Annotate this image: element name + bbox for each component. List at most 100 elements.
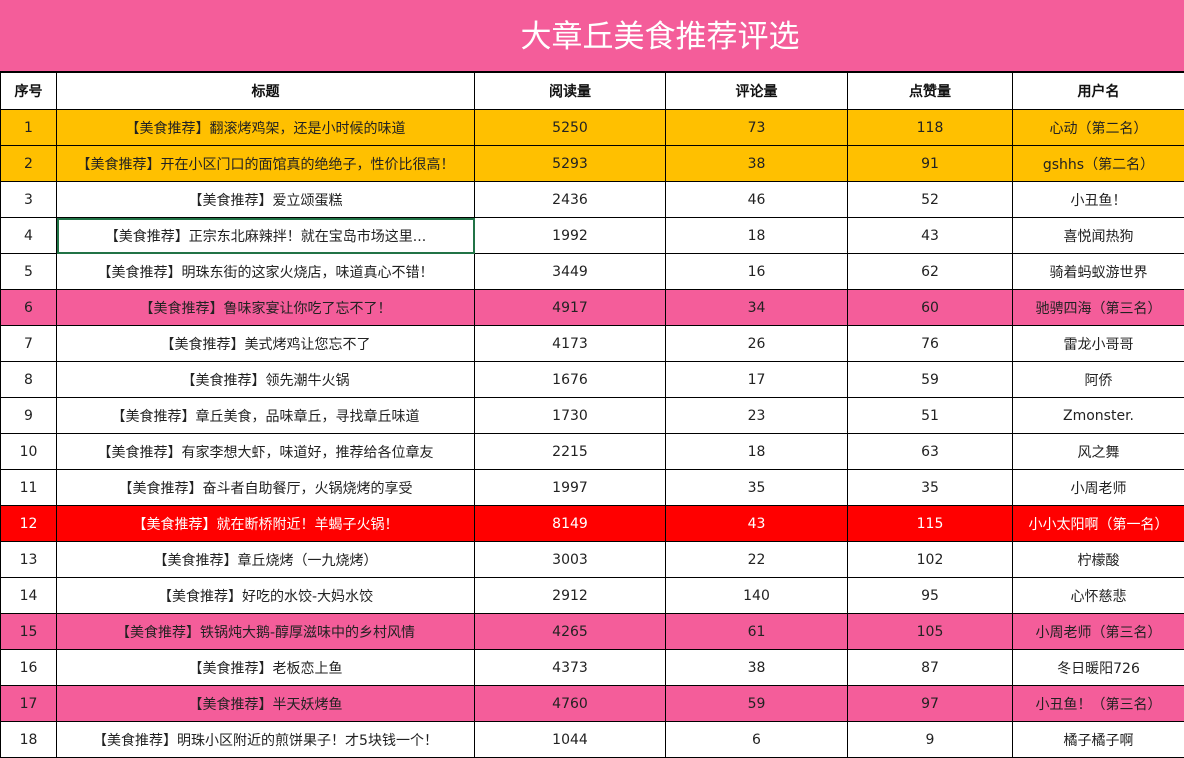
title-banner[interactable]: 大章丘美食推荐评选	[0, 0, 1184, 72]
cell-user[interactable]: 喜悦闻热狗	[1012, 217, 1184, 254]
cell-user[interactable]: 冬日暖阳726	[1012, 649, 1184, 686]
cell-reads[interactable]: 3449	[474, 253, 666, 290]
cell-likes[interactable]: 95	[847, 577, 1013, 614]
header-cell-comments[interactable]: 评论量	[665, 72, 848, 110]
cell-reads[interactable]: 2912	[474, 577, 666, 614]
cell-user[interactable]: 阿侨	[1012, 361, 1184, 398]
cell-no[interactable]: 18	[0, 721, 57, 758]
cell-title[interactable]: 【美食推荐】章丘美食，品味章丘，寻找章丘味道	[56, 397, 475, 434]
cell-no[interactable]: 12	[0, 505, 57, 542]
cell-title[interactable]: 【美食推荐】明珠小区附近的煎饼果子！才5块钱一个！	[56, 721, 475, 758]
cell-title[interactable]: 【美食推荐】开在小区门口的面馆真的绝绝子，性价比很高！	[56, 145, 475, 182]
cell-no[interactable]: 9	[0, 397, 57, 434]
header-cell-reads[interactable]: 阅读量	[474, 72, 666, 110]
cell-likes[interactable]: 102	[847, 541, 1013, 578]
cell-reads[interactable]: 5293	[474, 145, 666, 182]
cell-comments[interactable]: 17	[665, 361, 848, 398]
cell-comments[interactable]: 18	[665, 433, 848, 470]
cell-no[interactable]: 3	[0, 181, 57, 218]
cell-reads[interactable]: 4917	[474, 289, 666, 326]
cell-comments[interactable]: 43	[665, 505, 848, 542]
cell-reads[interactable]: 4760	[474, 685, 666, 722]
cell-likes[interactable]: 115	[847, 505, 1013, 542]
cell-likes[interactable]: 52	[847, 181, 1013, 218]
cell-no[interactable]: 15	[0, 613, 57, 650]
cell-user[interactable]: gshhs（第二名）	[1012, 145, 1184, 182]
cell-likes[interactable]: 62	[847, 253, 1013, 290]
cell-comments[interactable]: 16	[665, 253, 848, 290]
cell-reads[interactable]: 1676	[474, 361, 666, 398]
cell-comments[interactable]: 35	[665, 469, 848, 506]
cell-no[interactable]: 8	[0, 361, 57, 398]
cell-no[interactable]: 16	[0, 649, 57, 686]
cell-user[interactable]: 驰骋四海（第三名）	[1012, 289, 1184, 326]
cell-title[interactable]: 【美食推荐】铁锅炖大鹅-醇厚滋味中的乡村风情	[56, 613, 475, 650]
cell-title[interactable]: 【美食推荐】有家李想大虾，味道好，推荐给各位章友	[56, 433, 475, 470]
cell-title[interactable]: 【美食推荐】正宗东北麻辣拌！就在宝岛市场这里...	[56, 217, 475, 254]
cell-reads[interactable]: 4173	[474, 325, 666, 362]
cell-no[interactable]: 2	[0, 145, 57, 182]
cell-reads[interactable]: 1044	[474, 721, 666, 758]
cell-no[interactable]: 11	[0, 469, 57, 506]
cell-likes[interactable]: 59	[847, 361, 1013, 398]
cell-likes[interactable]: 35	[847, 469, 1013, 506]
cell-likes[interactable]: 76	[847, 325, 1013, 362]
cell-no[interactable]: 1	[0, 109, 57, 146]
cell-no[interactable]: 6	[0, 289, 57, 326]
cell-title[interactable]: 【美食推荐】领先潮牛火锅	[56, 361, 475, 398]
cell-comments[interactable]: 140	[665, 577, 848, 614]
cell-no[interactable]: 5	[0, 253, 57, 290]
cell-likes[interactable]: 118	[847, 109, 1013, 146]
cell-reads[interactable]: 2215	[474, 433, 666, 470]
cell-likes[interactable]: 87	[847, 649, 1013, 686]
cell-user[interactable]: 骑着蚂蚁游世界	[1012, 253, 1184, 290]
cell-user[interactable]: 小周老师（第三名）	[1012, 613, 1184, 650]
cell-likes[interactable]: 63	[847, 433, 1013, 470]
cell-user[interactable]: 柠檬酸	[1012, 541, 1184, 578]
cell-user[interactable]: 小小太阳啊（第一名）	[1012, 505, 1184, 542]
cell-title[interactable]: 【美食推荐】半天妖烤鱼	[56, 685, 475, 722]
cell-likes[interactable]: 105	[847, 613, 1013, 650]
cell-reads[interactable]: 3003	[474, 541, 666, 578]
cell-comments[interactable]: 6	[665, 721, 848, 758]
cell-comments[interactable]: 38	[665, 145, 848, 182]
cell-comments[interactable]: 22	[665, 541, 848, 578]
cell-reads[interactable]: 4373	[474, 649, 666, 686]
cell-title[interactable]: 【美食推荐】章丘烧烤（一九烧烤）	[56, 541, 475, 578]
cell-reads[interactable]: 1992	[474, 217, 666, 254]
cell-reads[interactable]: 2436	[474, 181, 666, 218]
header-cell-likes[interactable]: 点赞量	[847, 72, 1013, 110]
cell-comments[interactable]: 23	[665, 397, 848, 434]
cell-user[interactable]: 橘子橘子啊	[1012, 721, 1184, 758]
cell-title[interactable]: 【美食推荐】美式烤鸡让您忘不了	[56, 325, 475, 362]
cell-user[interactable]: 心动（第二名）	[1012, 109, 1184, 146]
cell-title[interactable]: 【美食推荐】奋斗者自助餐厅，火锅烧烤的享受	[56, 469, 475, 506]
cell-reads[interactable]: 4265	[474, 613, 666, 650]
cell-likes[interactable]: 60	[847, 289, 1013, 326]
cell-likes[interactable]: 91	[847, 145, 1013, 182]
cell-no[interactable]: 7	[0, 325, 57, 362]
cell-comments[interactable]: 46	[665, 181, 848, 218]
cell-no[interactable]: 4	[0, 217, 57, 254]
cell-no[interactable]: 10	[0, 433, 57, 470]
cell-no[interactable]: 17	[0, 685, 57, 722]
cell-user[interactable]: 心怀慈悲	[1012, 577, 1184, 614]
cell-user[interactable]: 小丑鱼！（第三名）	[1012, 685, 1184, 722]
cell-title[interactable]: 【美食推荐】鲁味家宴让你吃了忘不了！	[56, 289, 475, 326]
cell-title[interactable]: 【美食推荐】好吃的水饺-大妈水饺	[56, 577, 475, 614]
cell-likes[interactable]: 51	[847, 397, 1013, 434]
cell-title[interactable]: 【美食推荐】老板恋上鱼	[56, 649, 475, 686]
cell-comments[interactable]: 59	[665, 685, 848, 722]
cell-reads[interactable]: 1997	[474, 469, 666, 506]
cell-comments[interactable]: 34	[665, 289, 848, 326]
header-cell-title[interactable]: 标题	[56, 72, 475, 110]
cell-comments[interactable]: 61	[665, 613, 848, 650]
cell-likes[interactable]: 97	[847, 685, 1013, 722]
cell-title[interactable]: 【美食推荐】就在断桥附近！羊蝎子火锅！	[56, 505, 475, 542]
header-cell-no[interactable]: 序号	[0, 72, 57, 110]
cell-comments[interactable]: 18	[665, 217, 848, 254]
cell-reads[interactable]: 8149	[474, 505, 666, 542]
cell-comments[interactable]: 38	[665, 649, 848, 686]
cell-likes[interactable]: 43	[847, 217, 1013, 254]
cell-user[interactable]: Zmonster.	[1012, 397, 1184, 434]
